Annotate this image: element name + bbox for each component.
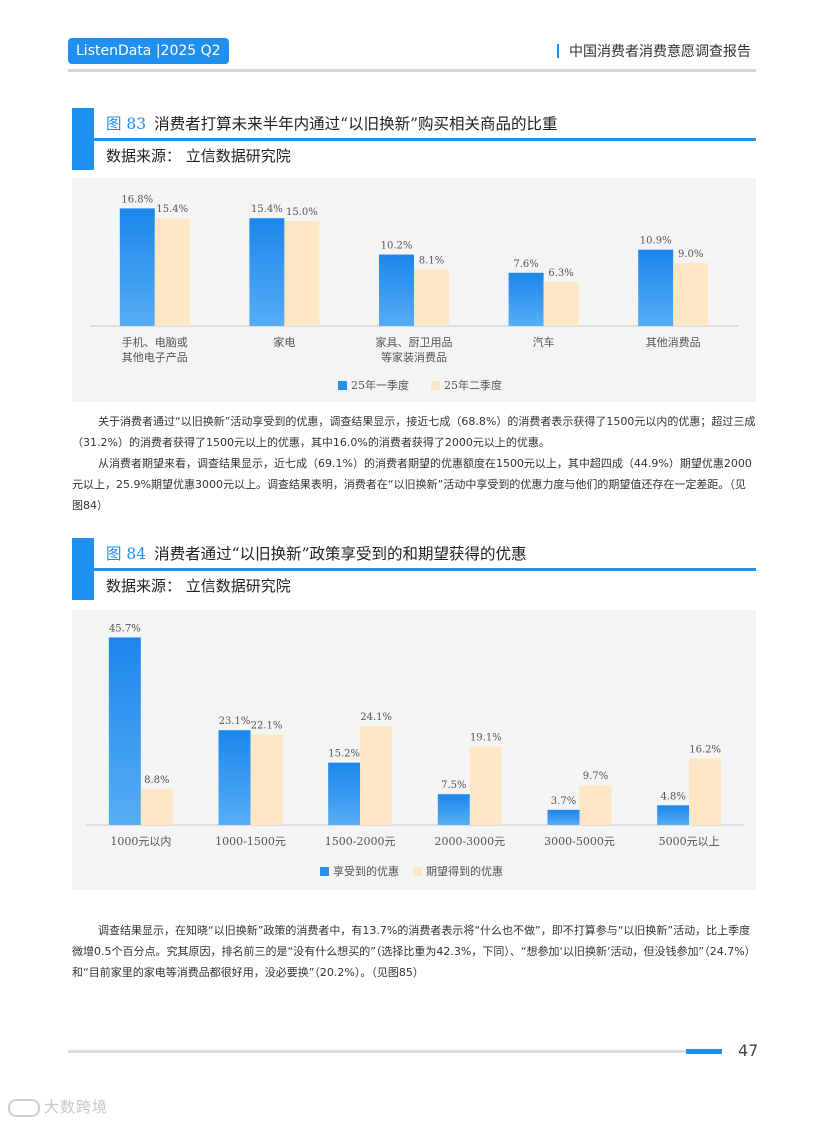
watermark: 大数跨境: [8, 1096, 108, 1117]
header-divider: [557, 44, 559, 58]
data-label: 15.4%: [251, 204, 283, 215]
bar-series2: [284, 221, 320, 326]
category-label: 家电: [273, 335, 295, 349]
data-label: 15.2%: [328, 749, 360, 760]
data-label: 24.1%: [360, 712, 392, 723]
data-label: 15.0%: [286, 207, 318, 218]
watermark-logo-icon: [8, 1098, 40, 1117]
data-label: 15.4%: [156, 204, 188, 215]
heading-accent-bar: [72, 108, 94, 170]
data-label: 6.3%: [548, 268, 573, 279]
data-label: 16.2%: [689, 745, 721, 756]
figure84-heading: 图 84 消费者通过“以旧换新”政策享受到的和期望获得的优惠 数据来源： 立信数据…: [72, 538, 756, 600]
bar-series2: [414, 269, 449, 326]
category-label: 等家装消费品: [381, 350, 447, 364]
heading-accent-bar: [72, 538, 94, 600]
data-label: 8.8%: [144, 775, 169, 786]
legend-label: 期望得到的优惠: [426, 864, 503, 878]
figure84-number: 图 84: [106, 545, 147, 563]
data-label: 45.7%: [109, 623, 141, 634]
data-label: 19.1%: [470, 733, 502, 744]
bar-series1: [249, 218, 285, 326]
brand-badge: ListenData |2025 Q2: [68, 38, 229, 64]
data-label: 7.6%: [513, 259, 538, 270]
paragraph-not-participating: 调查结果显示，在知晓“以旧换新”政策的消费者中，有13.7%的消费者表示将“什么…: [72, 924, 756, 979]
figure83-title: 消费者打算未来半年内通过“以旧换新”购买相关商品的比重: [154, 115, 558, 133]
figure84-source: 数据来源： 立信数据研究院: [106, 577, 291, 595]
bar-series1: [108, 637, 141, 825]
category-label: 1000-1500元: [215, 835, 286, 848]
heading-rule: [94, 568, 756, 571]
figure83-chart: 16.8% 15.4% 手机、电脑或 其他电子产品 15.4% 15.0% 家电 10.2% 8…: [72, 178, 756, 402]
footer-accent: [686, 1049, 722, 1054]
figure84-title: 消费者通过“以旧换新”政策享受到的和期望获得的优惠: [154, 545, 527, 563]
category-label: 1000元以内: [110, 834, 171, 848]
bar-series2: [140, 788, 173, 825]
bar-series2: [543, 281, 579, 326]
bar-series2: [579, 785, 612, 825]
data-label: 9.7%: [583, 771, 608, 782]
footer-rule: [68, 1050, 686, 1053]
bar-series1: [638, 249, 674, 326]
category-label: 汽车: [533, 335, 555, 349]
legend-label: 25年一季度: [351, 378, 409, 392]
data-label: 9.0%: [678, 249, 703, 260]
figure84-title-line: 图 84 消费者通过“以旧换新”政策享受到的和期望获得的优惠: [106, 542, 527, 564]
figure83-number: 图 83: [106, 115, 147, 133]
header-rule: [68, 69, 756, 72]
bar-series1: [547, 809, 580, 825]
bar-series1: [119, 208, 155, 326]
legend-swatch: [431, 381, 440, 390]
bar-series1: [657, 805, 690, 825]
category-label: 5000元以上: [659, 835, 720, 848]
legend-label: 享受到的优惠: [333, 864, 399, 878]
data-label: 4.8%: [660, 791, 685, 802]
paragraph-discount-received: 关于消费者通过“以旧换新”活动享受到的优惠，调查结果显示，接近七成（68.8%）…: [72, 415, 756, 449]
bar-series2: [154, 218, 190, 326]
figure84-chart: 45.7% 8.8% 1000元以内 23.1% 22.1% 1000-1500元 15.2…: [72, 610, 756, 890]
paragraph-discount-expected: 从消费者期望来看，调查结果显示，近七成（69.1%）的消费者期望的优惠额度在15…: [72, 457, 752, 512]
data-label: 10.2%: [381, 241, 413, 252]
category-label: 家具、厨卫用品: [376, 335, 453, 349]
figure83-title-line: 图 83 消费者打算未来半年内通过“以旧换新”购买相关商品的比重: [106, 112, 558, 134]
bar-series1: [218, 730, 251, 825]
bar-series2: [250, 734, 283, 825]
bar-series2: [469, 746, 502, 825]
bar-series2: [360, 726, 393, 825]
category-label: 2000-3000元: [434, 835, 505, 848]
legend-swatch: [320, 867, 329, 876]
data-label: 8.1%: [419, 255, 444, 266]
data-label: 3.7%: [551, 796, 576, 807]
watermark-text: 大数跨境: [44, 1098, 109, 1116]
category-label: 1500-2000元: [325, 835, 396, 848]
legend-swatch: [338, 381, 347, 390]
bar-series1: [328, 762, 361, 825]
data-label: 10.9%: [640, 236, 672, 247]
bar-series1: [437, 794, 470, 825]
bar-series2: [689, 758, 722, 825]
figure83-heading: 图 83 消费者打算未来半年内通过“以旧换新”购买相关商品的比重 数据来源： 立信…: [72, 108, 756, 170]
heading-rule: [94, 138, 756, 141]
data-label: 7.5%: [441, 780, 466, 791]
data-label: 23.1%: [219, 716, 251, 727]
bar-series1: [379, 254, 414, 326]
page-number: 47: [738, 1041, 759, 1060]
category-label: 手机、电脑或: [122, 335, 188, 349]
chart-svg: 45.7% 8.8% 1000元以内 23.1% 22.1% 1000-1500元 15.2…: [86, 623, 744, 878]
category-label: 其他消费品: [646, 335, 701, 349]
data-label: 22.1%: [251, 720, 283, 731]
category-label: 其他电子产品: [122, 350, 188, 364]
report-title: 中国消费者消费意愿调查报告: [569, 44, 751, 60]
figure83-source: 数据来源： 立信数据研究院: [106, 147, 291, 165]
category-label: 3000-5000元: [544, 835, 615, 848]
bar-series1: [508, 272, 544, 326]
legend-swatch: [413, 867, 422, 876]
bar-series2: [673, 263, 709, 326]
legend-label: 25年二季度: [444, 378, 502, 392]
data-label: 16.8%: [121, 194, 153, 205]
